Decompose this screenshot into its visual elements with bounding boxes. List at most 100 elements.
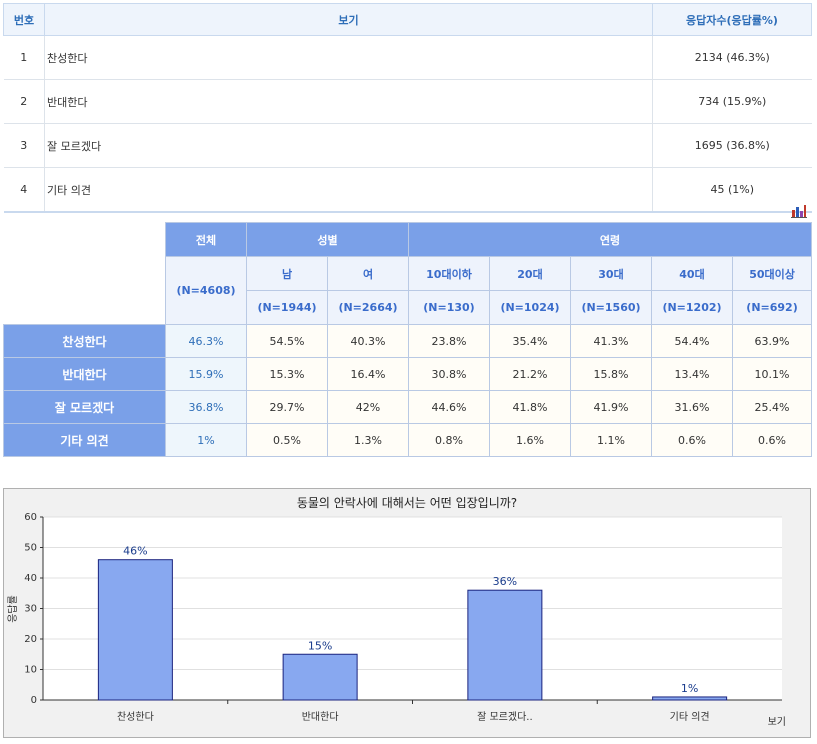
cell-value: 35.4% <box>489 324 571 358</box>
table-row: 찬성한다 46.3% 54.5% 40.3% 23.8% 35.4% 41.3% 54.4% 6… <box>3 324 813 358</box>
y-tick-label: 20 <box>24 634 37 645</box>
cell-value: 1.1% <box>570 423 652 457</box>
cell-value: 1.3% <box>327 423 409 457</box>
x-tick-label: 찬성한다 <box>117 711 154 723</box>
row-option: 반대한다 <box>44 79 653 124</box>
chart-title: 동물의 안락사에 대해서는 어떤 입장입니까? <box>297 496 517 510</box>
cell-value: 63.9% <box>731 324 813 358</box>
col-n: (N=1560) <box>570 290 652 325</box>
cell-value: 15.8% <box>570 357 652 391</box>
col-n: (N=1202) <box>651 290 733 325</box>
cell-value: 54.4% <box>651 324 733 358</box>
col-label: 여 <box>327 256 409 291</box>
row-total: 1% <box>165 423 247 457</box>
cell-value: 0.5% <box>246 423 328 457</box>
table-row: 기타 의견 1% 0.5% 1.3% 0.8% 1.6% 1.1% 0.6% 0.6% <box>3 423 813 457</box>
bar <box>282 653 358 701</box>
row-option: 찬성한다 <box>44 35 653 80</box>
col-n: (N=130) <box>408 290 490 325</box>
row-num: 3 <box>3 123 45 168</box>
cell-value: 15.3% <box>246 357 328 391</box>
col-header-option: 보기 <box>44 3 653 36</box>
cell-value: 1.6% <box>489 423 571 457</box>
row-label: 기타 의견 <box>3 423 166 457</box>
col-label: 남 <box>246 256 328 291</box>
data-label: 15% <box>308 639 332 652</box>
x-axis-label: 보기 <box>768 716 786 728</box>
table-row: 2 반대한다 734 (15.9%) <box>3 79 812 124</box>
col-label: 20대 <box>489 256 571 291</box>
row-count: 734 (15.9%) <box>652 79 812 124</box>
row-option: 기타 의견 <box>44 167 653 213</box>
cell-value: 41.3% <box>570 324 652 358</box>
answer-table: 번호 보기 응답자수(응답률%) 1 찬성한다 2134 (46.3%) 2 반… <box>3 3 812 213</box>
bar-chart-icon[interactable] <box>791 205 807 218</box>
bar <box>652 696 728 701</box>
y-tick-label: 10 <box>24 665 37 676</box>
cell-value: 0.6% <box>731 423 813 457</box>
col-n: (N=1024) <box>489 290 571 325</box>
cell-value: 42% <box>327 390 409 424</box>
cell-value: 41.8% <box>489 390 571 424</box>
header-total: 전체 <box>165 222 247 257</box>
header-gender: 성별 <box>246 222 409 257</box>
col-label: 30대 <box>570 256 652 291</box>
cell-value: 13.4% <box>651 357 733 391</box>
y-tick-label: 40 <box>24 573 37 584</box>
cell-value: 40.3% <box>327 324 409 358</box>
table-row: 반대한다 15.9% 15.3% 16.4% 30.8% 21.2% 15.8% 13.4% 1… <box>3 357 813 391</box>
row-total: 15.9% <box>165 357 247 391</box>
bar <box>467 589 543 701</box>
table-row: 잘 모르겠다 36.8% 29.7% 42% 44.6% 41.8% 41.9% 31.6% 2… <box>3 390 813 424</box>
y-tick-label: 0 <box>31 695 37 706</box>
y-tick-label: 30 <box>24 604 37 615</box>
x-tick-label: 반대한다 <box>302 711 339 723</box>
col-label: 40대 <box>651 256 733 291</box>
answer-table-header: 번호 보기 응답자수(응답률%) <box>3 3 812 36</box>
cell-value: 0.8% <box>408 423 490 457</box>
col-n: (N=2664) <box>327 290 409 325</box>
bar <box>97 559 173 701</box>
y-tick-label: 60 <box>24 512 37 523</box>
row-num: 2 <box>3 79 45 124</box>
cell-value: 54.5% <box>246 324 328 358</box>
cell-value: 44.6% <box>408 390 490 424</box>
cell-value: 41.9% <box>570 390 652 424</box>
y-axis-label: 응답률 <box>7 595 19 623</box>
row-option: 잘 모르겠다 <box>44 123 653 168</box>
cell-value: 25.4% <box>731 390 813 424</box>
data-label: 36% <box>493 575 517 588</box>
row-label: 찬성한다 <box>3 324 166 358</box>
cell-value: 29.7% <box>246 390 328 424</box>
header-age: 연령 <box>407 222 813 257</box>
row-count: 2134 (46.3%) <box>652 35 812 80</box>
col-header-count: 응답자수(응답률%) <box>652 3 812 36</box>
table-row: 3 잘 모르겠다 1695 (36.8%) <box>3 123 812 168</box>
cell-value: 31.6% <box>651 390 733 424</box>
table-row: 4 기타 의견 45 (1%) <box>3 167 812 213</box>
row-label: 반대한다 <box>3 357 166 391</box>
col-n: (N=692) <box>731 290 813 325</box>
crosstab-table: 전체 성별 연령 (N=4608) 남 여 10대이하 20대 30대 40대 … <box>3 222 813 457</box>
row-label: 잘 모르겠다 <box>3 390 166 424</box>
row-num: 4 <box>3 167 45 213</box>
row-num: 1 <box>3 35 45 80</box>
bar-chart-panel: 동물의 안락사에 대해서는 어떤 입장입니까? 0 10 20 30 40 50 60 응답률 4… <box>3 488 811 738</box>
row-count: 1695 (36.8%) <box>652 123 812 168</box>
x-tick-label: 기타 의견 <box>670 711 710 723</box>
cell-value: 30.8% <box>408 357 490 391</box>
row-total: 36.8% <box>165 390 247 424</box>
corner-blank <box>3 222 166 325</box>
cell-value: 16.4% <box>327 357 409 391</box>
data-label: 46% <box>123 545 147 558</box>
cell-value: 21.2% <box>489 357 571 391</box>
bar-chart: 동물의 안락사에 대해서는 어떤 입장입니까? 0 10 20 30 40 50 60 응답률 4… <box>7 496 786 728</box>
col-label: 50대이상 <box>731 256 813 291</box>
cell-value: 0.6% <box>651 423 733 457</box>
cell-value: 23.8% <box>408 324 490 358</box>
row-total: 46.3% <box>165 324 247 358</box>
data-label: 1% <box>681 682 698 695</box>
header-total-n: (N=4608) <box>165 256 247 325</box>
row-count: 45 (1%) <box>652 167 812 213</box>
y-tick-label: 50 <box>24 543 37 554</box>
